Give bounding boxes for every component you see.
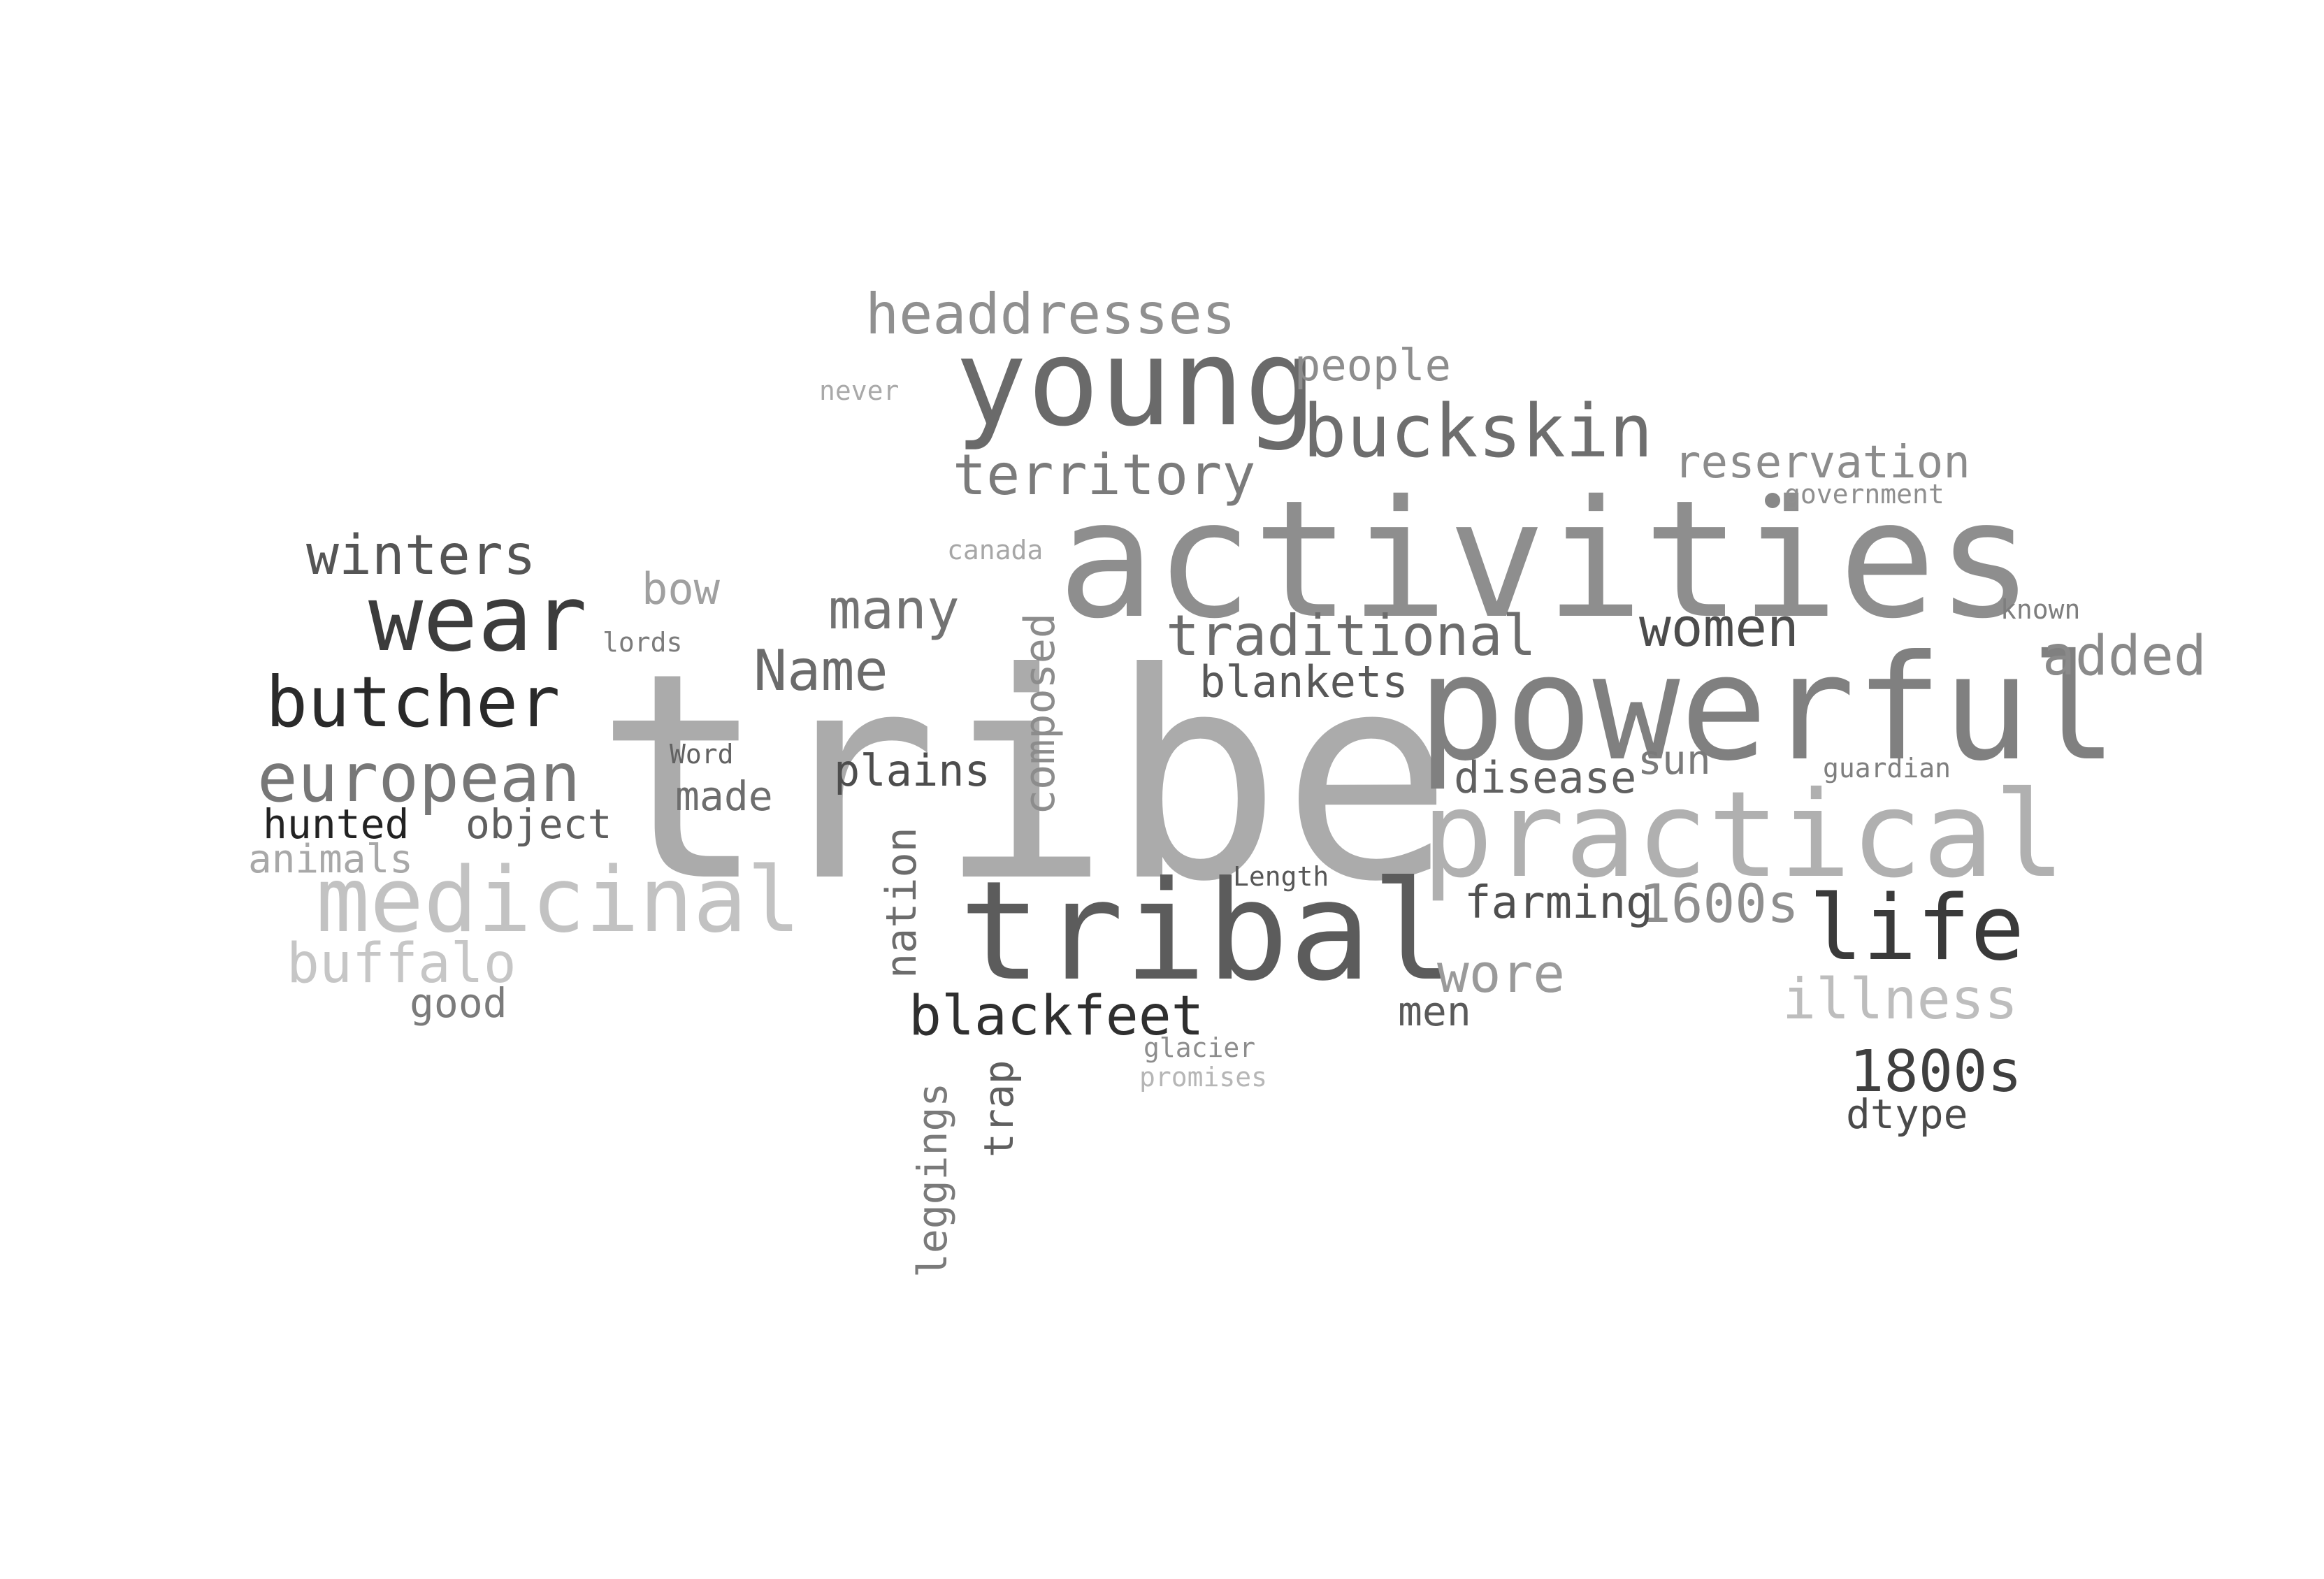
word-Word: Word xyxy=(670,739,734,770)
word-blankets: blankets xyxy=(1199,656,1408,707)
word-added: added xyxy=(2042,625,2207,688)
word-powerful: powerful xyxy=(1417,624,2118,793)
word-women: women xyxy=(1639,596,1799,658)
word-european: european xyxy=(257,739,581,817)
word-blackfeet: blackfeet xyxy=(909,985,1204,1048)
word-composed: composed xyxy=(1016,613,1064,815)
word-practical: practical xyxy=(1422,766,2066,904)
word-good: good xyxy=(410,979,507,1027)
word-bow: bow xyxy=(642,563,720,614)
word-disease: disease xyxy=(1454,752,1637,803)
word-Length: Length xyxy=(1233,861,1329,892)
word-winters: winters xyxy=(306,524,536,587)
word-dtype: dtype xyxy=(1846,1090,1968,1138)
word-wore: wore xyxy=(1437,942,1566,1004)
word-object: object xyxy=(465,800,612,848)
word-promises: promises xyxy=(1139,1062,1268,1093)
word-made: made xyxy=(675,772,773,820)
word-1800s: 1800s xyxy=(1849,1039,2022,1105)
word-territory: territory xyxy=(953,442,1256,507)
word-young: young xyxy=(955,312,1317,453)
word-headdresses: headdresses xyxy=(865,282,1236,347)
word-reservation: reservation xyxy=(1674,437,1970,489)
word-Name: Name xyxy=(753,638,888,703)
word-men: men xyxy=(1398,988,1471,1035)
word-butcher: butcher xyxy=(266,661,561,743)
word-glacier: glacier xyxy=(1143,1032,1256,1063)
word-leggings: leggings xyxy=(909,1082,956,1278)
word-plains: plains xyxy=(834,745,990,796)
word-life: life xyxy=(1809,877,2025,981)
word-farming: farming xyxy=(1464,877,1653,929)
word-canada: canada xyxy=(947,535,1044,565)
dot-marker xyxy=(1765,493,1780,508)
word-known: known xyxy=(2000,594,2081,625)
word-sun: sun xyxy=(1638,736,1711,784)
word-nation: nation xyxy=(877,827,926,979)
word-people: people xyxy=(1294,340,1451,391)
word-buckskin: buckskin xyxy=(1303,389,1653,474)
word-wear: wear xyxy=(368,565,588,672)
word-many: many xyxy=(828,579,960,642)
word-tribal: tribal xyxy=(959,852,1455,1011)
word-activities: activities xyxy=(1058,466,2034,654)
word-traditional: traditional xyxy=(1166,603,1536,668)
word-government: government xyxy=(1784,479,1944,510)
word-buffalo: buffalo xyxy=(287,932,517,995)
word-tribe: tribe xyxy=(595,612,1454,944)
word-illness: illness xyxy=(1782,967,2019,1032)
word-medicinal: medicinal xyxy=(316,849,801,953)
word-animals: animals xyxy=(248,837,414,882)
word-trap: trap xyxy=(975,1060,1023,1158)
word-guardian: guardian xyxy=(1823,753,1951,784)
word-lords: lords xyxy=(602,627,683,658)
word-hunted: hunted xyxy=(263,800,410,848)
word-1600s: 1600s xyxy=(1639,872,1799,935)
word-never: never xyxy=(819,375,900,406)
